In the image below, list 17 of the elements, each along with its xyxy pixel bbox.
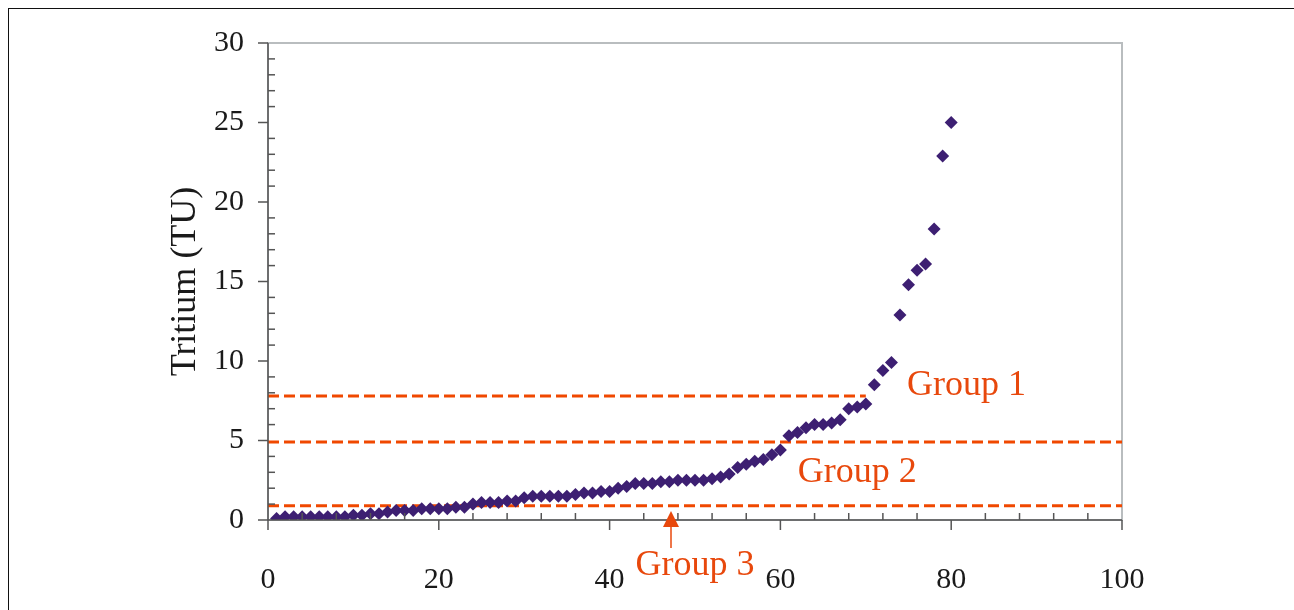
x-tick-label: 100 (1099, 560, 1145, 594)
y-tick-label: 20 (214, 182, 244, 216)
y-tick-label: 5 (229, 421, 244, 455)
y-axis-title: Tritium (TU) (163, 186, 204, 377)
y-tick-label: 30 (214, 23, 244, 57)
x-tick-label: 80 (936, 560, 967, 594)
annotation: Group 1 (907, 362, 1027, 403)
y-tick-label: 15 (214, 262, 244, 296)
x-tick-label: 60 (765, 560, 796, 594)
x-tick-label: 20 (423, 560, 454, 594)
y-tick-label: 0 (229, 500, 244, 534)
annotation: Group 2 (797, 450, 917, 491)
text: Group 3 (635, 543, 755, 584)
x-tick-label: 40 (594, 560, 625, 594)
x-tick-label: 0 (260, 560, 276, 594)
y-tick-label: 25 (214, 103, 244, 137)
y-tick-label: 10 (214, 341, 244, 375)
